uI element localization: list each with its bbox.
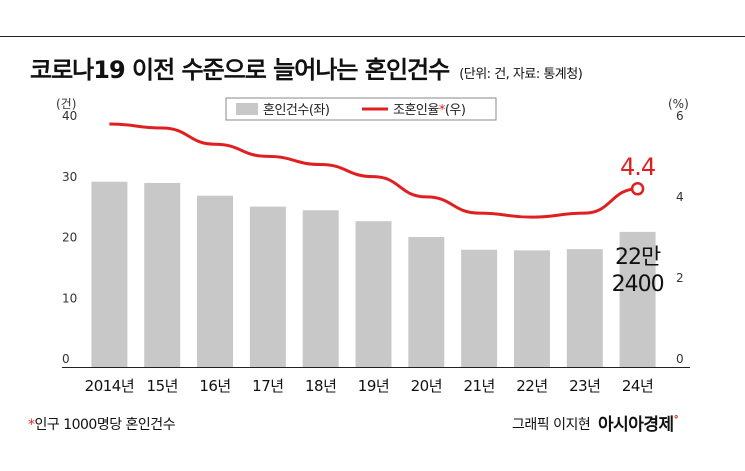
bar bbox=[302, 210, 339, 367]
right-tick-label: 4 bbox=[676, 190, 684, 204]
footnote-star: * bbox=[28, 417, 35, 433]
legend-label-bar: 혼인건수(좌) bbox=[263, 103, 329, 118]
right-tick-label: 0 bbox=[676, 352, 684, 366]
x-tick-label: 24년 bbox=[622, 377, 653, 395]
x-tick-label: 2014년 bbox=[85, 377, 134, 395]
bar bbox=[513, 250, 550, 367]
legend-label-line: 조혼인율*(우) bbox=[393, 103, 465, 118]
brand-mark-icon: ᐤ bbox=[673, 412, 679, 427]
footnote: *인구 1000명당 혼인건수 bbox=[28, 414, 176, 434]
bar-end-value-line1: 22만 bbox=[615, 245, 661, 270]
left-axis-unit: (건) bbox=[56, 97, 76, 111]
right-tick-label: 2 bbox=[676, 271, 684, 285]
left-tick-label: 10 bbox=[62, 291, 77, 305]
x-tick-label: 22년 bbox=[516, 377, 547, 395]
line-end-marker bbox=[630, 182, 645, 196]
left-tick-label: 20 bbox=[62, 231, 77, 245]
bar bbox=[249, 206, 286, 367]
footnote-text: 인구 1000명당 혼인건수 bbox=[34, 417, 176, 433]
left-tick-label: 0 bbox=[62, 352, 70, 366]
right-axis-unit: (%) bbox=[668, 97, 689, 111]
x-tick-label: 16년 bbox=[199, 377, 230, 395]
top-rule bbox=[0, 36, 745, 37]
graphic-credit: 그래픽 이지현 bbox=[512, 417, 591, 433]
line-series-path bbox=[109, 122, 638, 219]
legend-box bbox=[225, 97, 497, 121]
brand-logo: 아시아경제ᐤ bbox=[598, 410, 678, 435]
bar bbox=[144, 182, 181, 367]
x-tick-label: 20년 bbox=[411, 377, 442, 395]
unit-source-note: (단위: 건, 자료: 통계청) bbox=[459, 67, 583, 82]
chart-title: 코로나19 이전 수준으로 늘어나는 혼인건수 bbox=[30, 56, 450, 84]
bar bbox=[566, 249, 603, 367]
right-tick-label: 6 bbox=[676, 109, 684, 123]
x-tick-label: 21년 bbox=[463, 377, 494, 395]
bar bbox=[355, 221, 392, 367]
left-tick-label: 40 bbox=[62, 109, 77, 123]
x-tick-label: 19년 bbox=[358, 377, 389, 395]
title-row: 코로나19 이전 수준으로 늘어나는 혼인건수 (단위: 건, 자료: 통계청) bbox=[30, 50, 583, 85]
bar bbox=[619, 231, 656, 367]
bar bbox=[197, 195, 234, 367]
line-end-value-label: 4.4 bbox=[620, 153, 655, 181]
bar bbox=[408, 236, 445, 367]
bar-end-value-line2: 2400 bbox=[612, 272, 664, 297]
x-tick-label: 17년 bbox=[252, 377, 283, 395]
left-tick-label: 30 bbox=[62, 170, 77, 184]
x-tick-label: 23년 bbox=[569, 377, 600, 395]
brand-name: 아시아경제 bbox=[598, 415, 674, 435]
x-tick-label: 18년 bbox=[305, 377, 336, 395]
x-tick-label: 15년 bbox=[147, 377, 178, 395]
bar bbox=[91, 181, 128, 367]
bar bbox=[461, 249, 498, 367]
legend-swatch-bar bbox=[236, 103, 258, 115]
